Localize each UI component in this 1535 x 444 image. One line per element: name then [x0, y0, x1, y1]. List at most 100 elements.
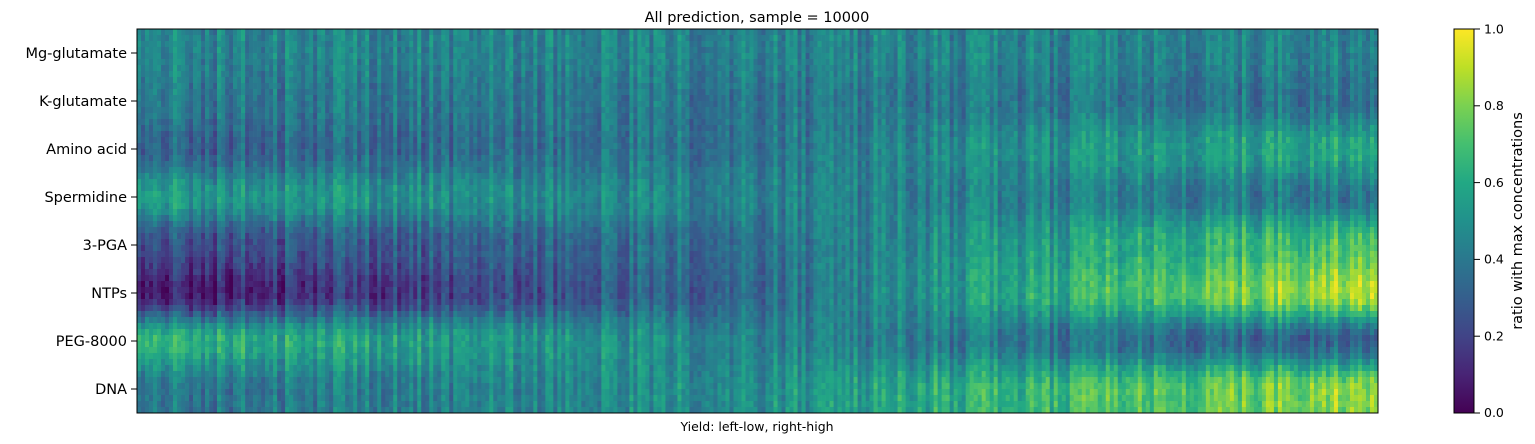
heatmap-cell [213, 197, 218, 204]
heatmap-cell [185, 281, 190, 288]
heatmap-cell [377, 131, 382, 138]
heatmap-cell [273, 155, 278, 162]
heatmap-cell [309, 149, 314, 156]
heatmap-cell [141, 275, 146, 282]
heatmap-cell [305, 323, 310, 330]
heatmap-cell [289, 353, 294, 360]
heatmap-cell [197, 77, 202, 84]
heatmap-cell [313, 161, 318, 168]
heatmap-cell [269, 371, 274, 378]
heatmap-cell [405, 77, 410, 84]
heatmap-cell [429, 311, 434, 318]
heatmap-cell [309, 263, 314, 270]
heatmap-cell [161, 239, 166, 246]
heatmap-cell [293, 329, 298, 336]
heatmap-cell [205, 215, 210, 222]
heatmap-cell [401, 407, 406, 414]
heatmap-cell [225, 29, 230, 36]
heatmap-cell [181, 89, 186, 96]
heatmap-cell [409, 395, 414, 402]
heatmap-cell [405, 83, 410, 90]
heatmap-cell [217, 359, 222, 366]
heatmap-cell [309, 89, 314, 96]
heatmap-cell [221, 359, 226, 366]
heatmap-cell [325, 161, 330, 168]
heatmap-cell [373, 215, 378, 222]
heatmap-cell [185, 131, 190, 138]
heatmap-cell [313, 197, 318, 204]
heatmap-cell [153, 341, 158, 348]
heatmap-cell [373, 173, 378, 180]
heatmap-cell [329, 131, 334, 138]
heatmap-cell [297, 59, 302, 66]
heatmap-cell [349, 239, 354, 246]
heatmap-cell [205, 227, 210, 234]
heatmap-cell [265, 377, 270, 384]
heatmap-cell [401, 95, 406, 102]
heatmap-cell [197, 389, 202, 396]
heatmap-cell [265, 137, 270, 144]
heatmap-cell [145, 221, 150, 228]
heatmap-cell [193, 269, 198, 276]
heatmap-cell [397, 269, 402, 276]
heatmap-cell [161, 341, 166, 348]
heatmap-cell [153, 77, 158, 84]
heatmap-cell [197, 263, 202, 270]
heatmap-cell [209, 107, 214, 114]
heatmap-cell [137, 137, 142, 144]
heatmap-cell [349, 395, 354, 402]
heatmap-cell [217, 227, 222, 234]
heatmap-cell [205, 299, 210, 306]
heatmap-cell [409, 47, 414, 54]
heatmap-cell [437, 215, 442, 222]
heatmap-cell [281, 221, 286, 228]
heatmap-cell [441, 41, 446, 48]
heatmap-cell [293, 131, 298, 138]
heatmap-cell [429, 323, 434, 330]
heatmap-cell [317, 107, 322, 114]
heatmap-cell [305, 197, 310, 204]
heatmap-cell [301, 101, 306, 108]
heatmap-cell [177, 317, 182, 324]
heatmap-cell [301, 233, 306, 240]
heatmap-cell [357, 119, 362, 126]
heatmap-cell [145, 35, 150, 42]
heatmap-cell [329, 65, 334, 72]
heatmap-cell [233, 347, 238, 354]
heatmap-cell [389, 257, 394, 264]
heatmap-cell [337, 41, 342, 48]
heatmap-cell [389, 107, 394, 114]
heatmap-cell [357, 71, 362, 78]
heatmap-cell [245, 35, 250, 42]
heatmap-cell [361, 53, 366, 60]
heatmap-cell [241, 41, 246, 48]
heatmap-cell [433, 155, 438, 162]
heatmap-cell [141, 365, 146, 372]
heatmap-cell [197, 359, 202, 366]
heatmap-cell [353, 365, 358, 372]
heatmap-cell [417, 353, 422, 360]
heatmap-cell [209, 341, 214, 348]
heatmap-cell [361, 101, 366, 108]
heatmap-cell [425, 383, 430, 390]
heatmap-cell [341, 329, 346, 336]
heatmap-cell [249, 293, 254, 300]
heatmap-cell [269, 311, 274, 318]
heatmap-cell [277, 383, 282, 390]
heatmap-cell [313, 65, 318, 72]
heatmap-cell [265, 71, 270, 78]
heatmap-cell [413, 167, 418, 174]
heatmap-cell [333, 89, 338, 96]
heatmap-cell [273, 185, 278, 192]
heatmap-cell [381, 113, 386, 120]
heatmap-cell [153, 95, 158, 102]
heatmap-cell [397, 395, 402, 402]
heatmap-cell [197, 239, 202, 246]
heatmap-cell [385, 143, 390, 150]
heatmap-cell [201, 29, 206, 36]
heatmap-cell [373, 317, 378, 324]
heatmap-cell [249, 281, 254, 288]
heatmap-cell [213, 305, 218, 312]
heatmap-cell [237, 161, 242, 168]
heatmap-cell [245, 317, 250, 324]
